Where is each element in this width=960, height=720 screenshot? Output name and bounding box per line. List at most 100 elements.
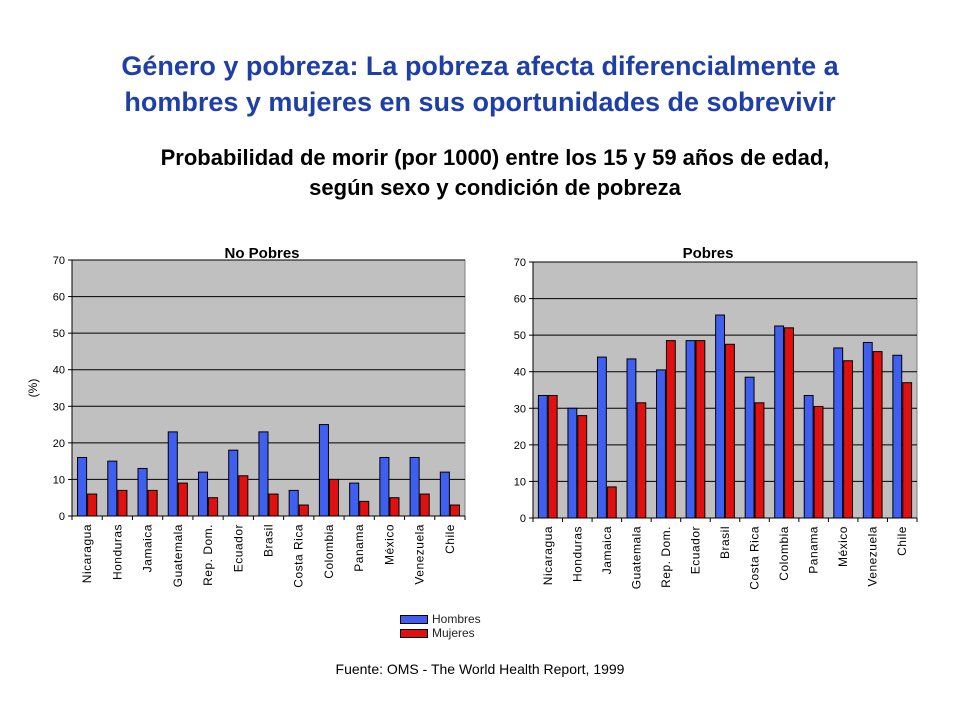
chart2-bar-hombres-10 bbox=[803, 394, 814, 519]
chart1-y-tick-label: 50 bbox=[53, 328, 65, 340]
chart1-bar-hombres-11 bbox=[379, 456, 390, 517]
chart1-bar-mujeres-8 bbox=[298, 504, 309, 517]
chart1-y-tick-label: 20 bbox=[53, 438, 65, 450]
chart1-bar-hombres-2 bbox=[107, 460, 118, 517]
chart2-bar-hombres-2 bbox=[567, 407, 578, 519]
chart1-bar-hombres-9 bbox=[318, 424, 329, 517]
chart2-title: Pobres bbox=[683, 245, 734, 262]
chart2-x-tick-label: Costa Rica bbox=[748, 526, 762, 590]
chart2-bar-mujeres-11 bbox=[843, 360, 854, 519]
chart1-title: No Pobres bbox=[224, 245, 299, 262]
chart1-plot-area bbox=[71, 259, 466, 517]
chart1-x-tick-label: Ecuador bbox=[231, 524, 245, 572]
chart2-bar-hombres-7 bbox=[715, 314, 726, 519]
chart2-x-tick-label: Venezuela bbox=[866, 526, 880, 587]
chart2-y-tick-label: 50 bbox=[514, 330, 526, 342]
chart2-bar-mujeres-4 bbox=[636, 402, 647, 519]
chart2-y-tick-label: 70 bbox=[514, 257, 526, 269]
chart2-x-tick-label: Nicaragua bbox=[541, 526, 555, 585]
chart2-bar-mujeres-1 bbox=[547, 394, 558, 519]
chart2-x-tick-label: Honduras bbox=[570, 526, 584, 582]
chart1-bar-mujeres-6 bbox=[238, 475, 249, 517]
chart1-bar-hombres-12 bbox=[409, 456, 420, 517]
chart1-bar-mujeres-5 bbox=[208, 497, 219, 517]
chart1-bar-mujeres-7 bbox=[268, 493, 279, 517]
chart2-x-tick-label: Brasil bbox=[718, 526, 732, 559]
chart1-bar-hombres-6 bbox=[228, 449, 239, 517]
chart1-bar-mujeres-10 bbox=[359, 500, 370, 517]
chart1-bar-hombres-5 bbox=[197, 471, 209, 517]
chart2-bar-hombres-8 bbox=[744, 376, 755, 519]
chart1-bar-mujeres-4 bbox=[177, 482, 188, 517]
chart1-bar-hombres-13 bbox=[439, 471, 450, 517]
title-line-1: Género y pobreza: La pobreza afecta dife… bbox=[121, 51, 839, 81]
chart2-bar-hombres-13 bbox=[892, 354, 903, 519]
chart1-bar-hombres-7 bbox=[258, 431, 269, 517]
title-line-2: hombres y mujeres en sus oportunidades d… bbox=[124, 87, 836, 117]
chart1-bar-mujeres-3 bbox=[147, 489, 158, 517]
legend-item-hombres: Hombres bbox=[400, 612, 481, 626]
chart2-bar-mujeres-10 bbox=[813, 405, 824, 519]
chart1-y-axis-label: (%) bbox=[26, 379, 40, 398]
chart2-x-tick-label: Rep. Dom. bbox=[659, 526, 673, 588]
chart2-bar-mujeres-5 bbox=[665, 340, 676, 519]
chart1-x-tick-label: Honduras bbox=[110, 524, 124, 580]
chart2-x-tick-label: Colombia bbox=[777, 526, 791, 581]
legend-swatch-mujeres bbox=[400, 628, 428, 638]
page-title: Género y pobreza: La pobreza afecta dife… bbox=[0, 48, 960, 120]
chart1-bar-mujeres-2 bbox=[117, 489, 128, 517]
chart1-x-tick-label: Venezuela bbox=[413, 524, 427, 585]
chart2-y-tick-label: 20 bbox=[514, 440, 526, 452]
chart1-bar-mujeres-13 bbox=[449, 504, 460, 517]
chart1-bar-mujeres-9 bbox=[328, 478, 340, 517]
chart1-x-tick-label: Jamaica bbox=[141, 524, 155, 572]
chart2-bar-mujeres-8 bbox=[754, 402, 765, 519]
legend-label-hombres: Hombres bbox=[432, 612, 481, 626]
subtitle-line-2: según sexo y condición de pobreza bbox=[309, 175, 681, 200]
chart2-x-tick-label: Jamaica bbox=[600, 526, 614, 574]
chart2-bar-hombres-12 bbox=[862, 341, 873, 519]
chart2-x-tick-label: Chile bbox=[895, 526, 909, 556]
chart2-x-tick-label: Panama bbox=[807, 526, 821, 574]
chart2-y-tick-label: 0 bbox=[520, 513, 526, 525]
chart2-bar-mujeres-12 bbox=[872, 351, 883, 519]
legend-swatch-hombres bbox=[400, 614, 428, 624]
chart1-bar-hombres-10 bbox=[349, 482, 360, 517]
legend: Hombres Mujeres bbox=[400, 612, 481, 640]
chart1-x-tick-label: Brasil bbox=[262, 524, 276, 557]
chart2-bar-hombres-1 bbox=[537, 394, 548, 519]
chart2-y-tick-label: 60 bbox=[514, 294, 526, 306]
chart2-bar-hombres-9 bbox=[774, 325, 785, 519]
chart2-x-tick-label: Guatemala bbox=[629, 526, 643, 589]
chart2-y-tick-label: 30 bbox=[514, 403, 526, 415]
chart1-x-tick-label: México bbox=[382, 524, 396, 565]
chart2-y-tick-label: 40 bbox=[514, 367, 526, 379]
chart1-bar-hombres-1 bbox=[77, 456, 88, 517]
chart1-x-tick-label: Rep. Dom. bbox=[201, 524, 215, 586]
chart1-bar-hombres-8 bbox=[288, 489, 299, 517]
chart2-bar-hombres-3 bbox=[596, 356, 607, 519]
chart1-y-tick-label: 70 bbox=[53, 255, 65, 267]
chart2-bar-mujeres-9 bbox=[784, 327, 794, 519]
chart1-x-tick-label: Guatemala bbox=[171, 524, 185, 587]
legend-label-mujeres: Mujeres bbox=[432, 626, 475, 640]
chart1-x-tick-label: Costa Rica bbox=[292, 524, 306, 588]
legend-item-mujeres: Mujeres bbox=[400, 626, 481, 640]
chart1-bar-mujeres-1 bbox=[87, 493, 98, 517]
chart1-bar-mujeres-12 bbox=[419, 493, 430, 517]
chart-subtitle: Probabilidad de morir (por 1000) entre l… bbox=[0, 143, 960, 203]
chart1-bar-mujeres-11 bbox=[389, 497, 400, 517]
chart2-bar-hombres-6 bbox=[685, 340, 696, 519]
chart1-x-tick-label: Panama bbox=[352, 524, 366, 572]
source-note: Fuente: OMS - The World Health Report, 1… bbox=[335, 661, 625, 677]
chart2-bar-mujeres-7 bbox=[725, 343, 735, 519]
chart2-x-tick-label: Ecuador bbox=[688, 526, 702, 574]
chart2-bar-hombres-4 bbox=[626, 358, 637, 519]
chart2-bar-mujeres-2 bbox=[577, 415, 588, 519]
chart2-bar-mujeres-3 bbox=[606, 486, 617, 519]
chart2-bar-hombres-5 bbox=[656, 369, 666, 519]
chart1-y-tick-label: 40 bbox=[53, 365, 65, 377]
chart1-y-tick-label: 10 bbox=[53, 474, 65, 486]
chart1-x-tick-label: Chile bbox=[443, 524, 457, 554]
